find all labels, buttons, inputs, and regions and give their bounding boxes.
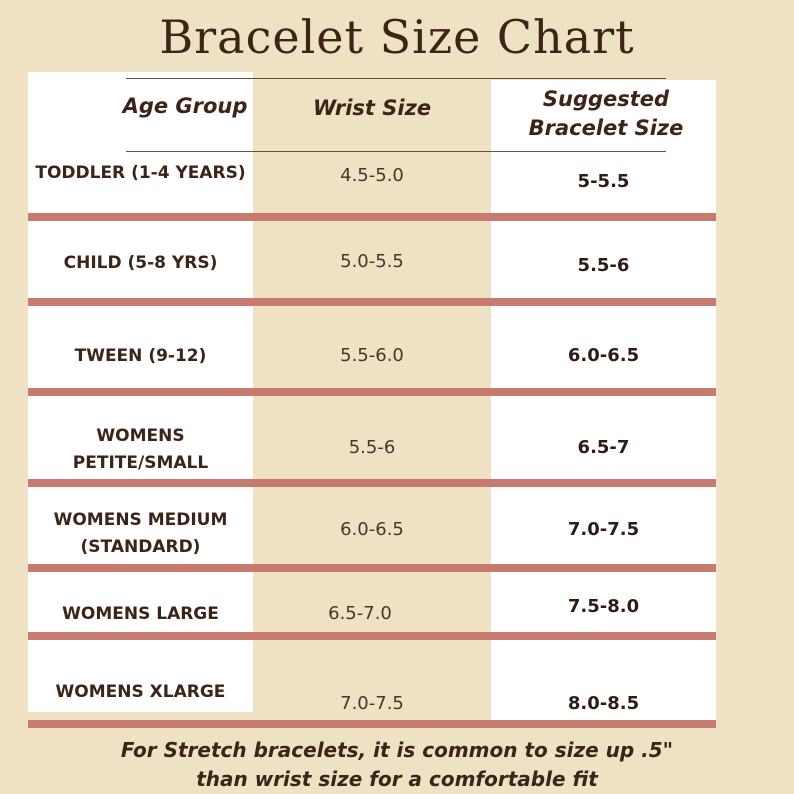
row-suggested-size: 8.0-8.5	[567, 692, 640, 714]
age-label-line2: (STANDARD)	[80, 537, 201, 557]
row-suggested-size: 7.0-7.5	[567, 518, 640, 540]
row-wrist-size: 5.5-6.0	[340, 344, 404, 366]
age-label: WOMENS LARGE	[62, 603, 219, 624]
suggested-size-column	[491, 80, 716, 728]
header-age-group: Age Group	[122, 94, 248, 118]
age-label: WOMENS MEDIUM	[53, 510, 228, 530]
row-age-group: WOMENS XLARGE	[28, 677, 253, 707]
row-separator	[28, 564, 716, 572]
page-title: Bracelet Size Chart	[159, 10, 635, 64]
row-separator	[28, 632, 716, 640]
row-wrist-size: 4.5-5.0	[340, 164, 404, 186]
row-suggested-size: 5-5.5	[577, 170, 630, 192]
row-wrist-size: 5.0-5.5	[340, 250, 404, 272]
age-label: TWEEN (9-12)	[74, 345, 207, 366]
header-top-rule	[126, 78, 666, 79]
row-separator	[28, 720, 716, 728]
header-suggested-size: Suggested Bracelet Size	[506, 85, 706, 143]
row-wrist-size: 7.0-7.5	[340, 692, 404, 714]
footer-note: For Stretch bracelets, it is common to s…	[0, 736, 794, 794]
footer-line2: than wrist size for a comfortable fit	[196, 767, 598, 791]
row-suggested-size: 7.5-8.0	[567, 595, 640, 617]
row-separator	[28, 298, 716, 306]
row-suggested-size: 6.5-7	[577, 436, 630, 458]
header-wrist-size: Wrist Size	[312, 96, 432, 120]
wrist-size-column	[253, 72, 491, 728]
row-separator	[28, 388, 716, 396]
row-age-group: TODDLER (1-4 YEARS)	[28, 158, 253, 188]
footer-line1: For Stretch bracelets, it is common to s…	[120, 738, 674, 762]
size-table: Age Group Wrist Size Suggested Bracelet …	[28, 72, 716, 728]
row-age-group: WOMENS MEDIUM (STANDARD)	[28, 506, 253, 562]
row-wrist-size: 6.0-6.5	[340, 518, 404, 540]
row-wrist-size: 6.5-7.0	[328, 602, 392, 624]
row-age-group: TWEEN (9-12)	[28, 341, 253, 371]
row-suggested-size: 5.5-6	[577, 254, 630, 276]
header-suggested-line2: Bracelet Size	[528, 116, 684, 140]
age-label: WOMENS	[96, 426, 185, 446]
header-suggested-line1: Suggested	[542, 87, 670, 111]
row-suggested-size: 6.0-6.5	[567, 344, 640, 366]
row-wrist-size: 5.5-6	[348, 436, 396, 458]
age-label: TODDLER (1-4 YEARS)	[35, 162, 246, 183]
row-age-group: CHILD (5-8 YRS)	[28, 248, 253, 278]
age-label-line2: PETITE/SMALL	[72, 453, 209, 473]
age-label: CHILD (5-8 YRS)	[63, 252, 218, 273]
row-age-group: WOMENS PETITE/SMALL	[28, 422, 253, 478]
age-label: WOMENS XLARGE	[55, 681, 226, 702]
row-separator	[28, 213, 716, 221]
header-bottom-rule	[126, 151, 666, 152]
row-separator	[28, 479, 716, 487]
row-age-group: WOMENS LARGE	[28, 599, 253, 629]
